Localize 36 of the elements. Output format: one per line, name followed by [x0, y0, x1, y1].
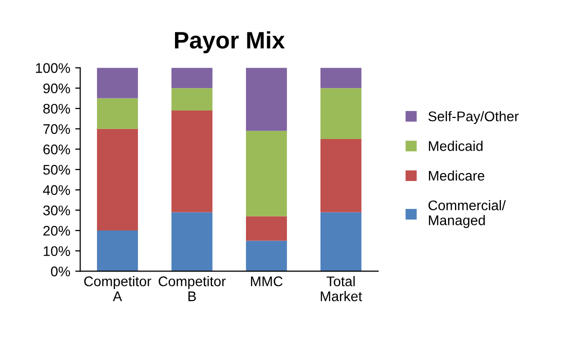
legend-label: Medicare [428, 170, 484, 181]
bar [171, 88, 212, 111]
x-tick-label: Competitor B [158, 276, 226, 302]
y-tick-label: 10% [44, 246, 70, 256]
bar [320, 212, 362, 272]
y-tick-label: 60% [43, 144, 70, 154]
bar [171, 212, 212, 272]
bar [96, 98, 138, 129]
bar [246, 130, 287, 216]
legend-label: Medicaid [428, 140, 482, 151]
y-tick-label: 0% [50, 266, 70, 276]
y-tick-label: 40% [43, 185, 70, 196]
y-tick-label: 20% [43, 226, 70, 236]
bar [96, 128, 138, 231]
x-tick-label: Competitor A [84, 276, 152, 302]
bar [246, 240, 287, 272]
x-tick-label: Total Market [320, 276, 362, 302]
legend-label: Self-Pay/Other [428, 111, 519, 124]
bar [171, 110, 212, 212]
y-tick-label: 70% [43, 124, 70, 134]
legend-label: Commercial/ Managed [428, 200, 506, 228]
y-tick-label: 100% [36, 63, 70, 73]
y-tick-label: 80% [43, 104, 70, 114]
bar [171, 68, 212, 88]
bar [96, 230, 138, 272]
x-tick-label: MMC [251, 276, 282, 286]
bar [320, 88, 362, 139]
bar [96, 68, 138, 98]
y-tick-label: 90% [43, 83, 70, 94]
bar [246, 216, 287, 241]
chart-title: Payor Mix [175, 31, 285, 54]
bar [246, 68, 287, 131]
bar [320, 138, 362, 212]
y-tick-label: 30% [43, 206, 70, 216]
y-tick-label: 50% [43, 164, 70, 175]
bar [320, 68, 362, 88]
